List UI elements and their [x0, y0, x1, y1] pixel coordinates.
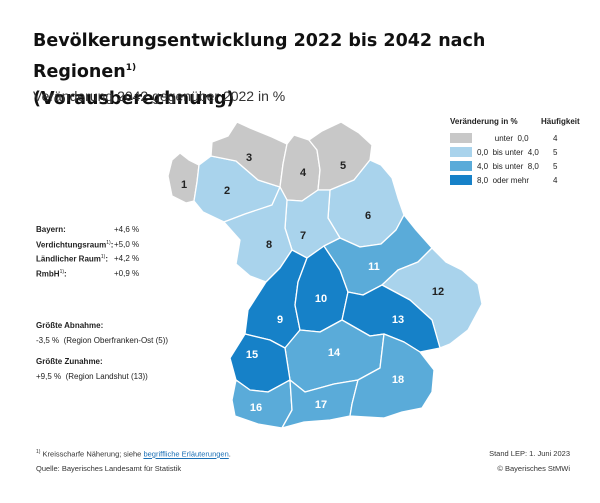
- legend-row: 0,0 bis unter 4,0 5: [450, 147, 590, 159]
- region-label-16: 16: [250, 402, 262, 414]
- region-label-17: 17: [315, 399, 327, 411]
- region-18: [349, 333, 435, 419]
- region-label-2: 2: [224, 185, 230, 197]
- legend-swatch-class-1: [450, 147, 472, 157]
- region-3: [210, 121, 288, 188]
- legend-header-count: Häufigkeit: [541, 117, 580, 126]
- largest-increase: Größte Zunahme: +9,5 % (Region Landshut …: [36, 357, 148, 381]
- legend-swatch-class-0: [450, 133, 472, 143]
- region-label-1: 1: [181, 179, 187, 191]
- stat-value: +5,0 %: [114, 239, 140, 249]
- footnote-mark: 1): [36, 449, 41, 455]
- largest-decline: Größte Abnahme: -3,5 % (Region Oberfrank…: [36, 321, 168, 345]
- largest-decline-heading: Größte Abnahme:: [36, 321, 104, 330]
- region-12: [381, 247, 483, 349]
- legend-count: 5: [553, 162, 558, 171]
- region-label-6: 6: [365, 210, 371, 222]
- largest-increase-heading: Größte Zunahme:: [36, 357, 103, 366]
- legend-row: unter 0,0 4: [450, 133, 590, 145]
- region-labels: 1 2 3 4 5 6 7 8 9 10 11 12 13 14 15 16 1…: [181, 152, 444, 414]
- stat-value: +4,2 %: [114, 254, 140, 263]
- definitions-link[interactable]: begriffliche Erläuterungen: [143, 449, 229, 459]
- legend-header-change: Veränderung in %: [450, 117, 518, 126]
- stat-label: Verdichtungsraum1):: [36, 239, 114, 250]
- legend-row: 8,0 oder mehr 4: [450, 175, 590, 187]
- region-label-4: 4: [300, 167, 307, 179]
- region-label-18: 18: [392, 374, 404, 386]
- legend-range: 8,0 oder mehr: [477, 176, 530, 185]
- title-footnote-mark: 1): [125, 63, 137, 73]
- legend-range: 0,0 bis unter 4,0: [477, 148, 539, 157]
- footnote-text: Kreisscharfe Näherung; siehe: [42, 449, 144, 459]
- legend-header: Veränderung in % Häufigkeit: [450, 117, 590, 131]
- stat-label: Bayern:: [36, 225, 66, 234]
- title-line-1: Bevölkerungsentwicklung 2022 bis 2042 na…: [33, 31, 486, 82]
- region-label-11: 11: [368, 261, 380, 273]
- region-label-12: 12: [432, 286, 444, 298]
- region-label-5: 5: [340, 160, 346, 172]
- region-label-10: 10: [315, 293, 327, 305]
- footnote-end: .: [228, 449, 231, 459]
- copyright: © Bayerisches StMWi: [497, 464, 570, 473]
- region-label-9: 9: [277, 314, 283, 326]
- region-label-3: 3: [246, 152, 252, 164]
- footnote: 1) Kreisscharfe Näherung; siehe begriffl…: [36, 449, 231, 459]
- region-label-15: 15: [246, 349, 258, 361]
- legend-count: 4: [553, 176, 558, 185]
- legend-swatch-class-3: [450, 175, 472, 185]
- title-line-2: (Vorausberechnung): [33, 88, 235, 109]
- map-subtitle: Veränderung 2042 gegenüber 2022 in %: [33, 88, 286, 104]
- stat-label: RmbH1):: [36, 268, 67, 279]
- region-label-14: 14: [328, 347, 341, 359]
- region-label-7: 7: [300, 230, 306, 242]
- legend-count: 4: [553, 134, 558, 143]
- legend-range: unter 0,0: [477, 134, 529, 143]
- stat-value: +0,9 %: [114, 268, 140, 278]
- largest-increase-text: +9,5 % (Region Landshut (13)): [36, 372, 148, 381]
- regions-layer: [167, 121, 483, 429]
- legend: Veränderung in % Häufigkeit unter 0,0 4 …: [450, 117, 590, 187]
- source-note: Quelle: Bayerisches Landesamt für Statis…: [36, 464, 182, 473]
- largest-decline-text: -3,5 % (Region Oberfranken-Ost (5)): [36, 336, 169, 345]
- map-title: Bevölkerungsentwicklung 2022 bis 2042 na…: [33, 28, 573, 113]
- stat-label: Ländlicher Raum1):: [36, 254, 109, 264]
- legend-row: 4,0 bis unter 8,0 5: [450, 161, 590, 173]
- legend-range: 4,0 bis unter 8,0: [477, 162, 539, 171]
- region-label-13: 13: [392, 314, 404, 326]
- legend-count: 5: [553, 148, 558, 157]
- region-label-8: 8: [266, 239, 272, 251]
- legend-swatch-class-2: [450, 161, 472, 171]
- stand-date: Stand LEP: 1. Juni 2023: [489, 449, 570, 458]
- stat-value: +4,6 %: [114, 225, 140, 234]
